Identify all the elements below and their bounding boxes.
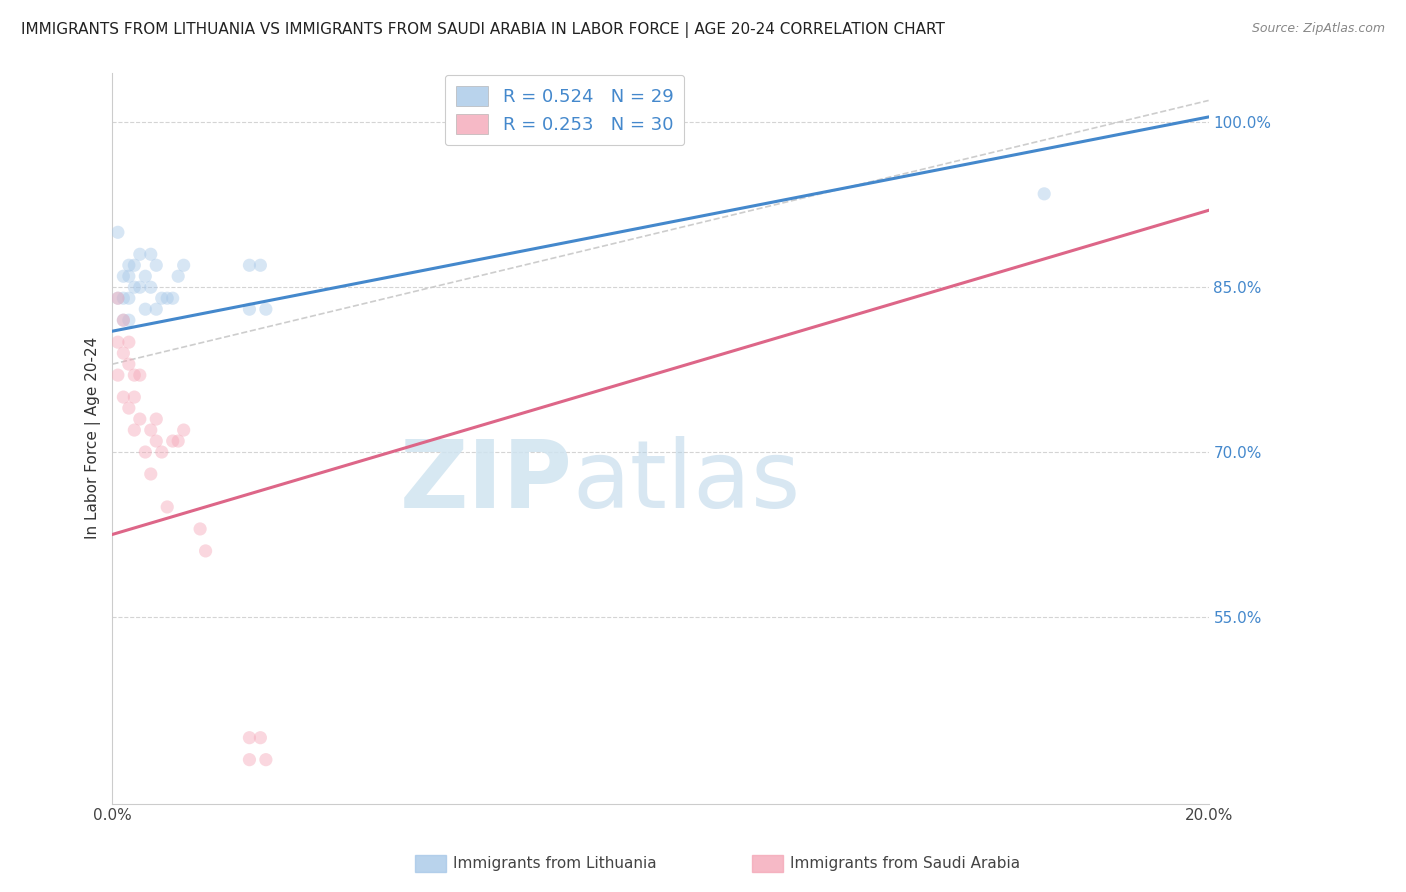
Point xyxy=(162,291,184,305)
Point xyxy=(162,434,184,448)
Point xyxy=(188,522,211,536)
Point xyxy=(118,357,141,371)
Point xyxy=(128,368,150,383)
Point xyxy=(107,291,129,305)
Text: Source: ZipAtlas.com: Source: ZipAtlas.com xyxy=(1251,22,1385,36)
Point xyxy=(254,753,277,767)
Point xyxy=(134,445,156,459)
Point xyxy=(112,346,135,360)
Point xyxy=(238,258,260,272)
Point xyxy=(145,302,167,317)
Text: ZIP: ZIP xyxy=(399,436,572,528)
Text: IMMIGRANTS FROM LITHUANIA VS IMMIGRANTS FROM SAUDI ARABIA IN LABOR FORCE | AGE 2: IMMIGRANTS FROM LITHUANIA VS IMMIGRANTS … xyxy=(21,22,945,38)
Point xyxy=(139,247,162,261)
Point xyxy=(124,368,146,383)
Point xyxy=(118,313,141,327)
Legend: R = 0.524   N = 29, R = 0.253   N = 30: R = 0.524 N = 29, R = 0.253 N = 30 xyxy=(444,75,685,145)
Point xyxy=(134,302,156,317)
Point xyxy=(112,390,135,404)
Point xyxy=(134,269,156,284)
Point xyxy=(118,401,141,415)
Point xyxy=(139,423,162,437)
Point xyxy=(150,291,173,305)
Point xyxy=(249,258,271,272)
Point xyxy=(254,302,277,317)
Point xyxy=(156,500,179,514)
Point xyxy=(145,412,167,426)
Y-axis label: In Labor Force | Age 20-24: In Labor Force | Age 20-24 xyxy=(86,337,101,540)
Point xyxy=(112,313,135,327)
Point xyxy=(107,225,129,239)
Point xyxy=(124,390,146,404)
Text: Immigrants from Saudi Arabia: Immigrants from Saudi Arabia xyxy=(790,856,1021,871)
Point xyxy=(112,291,135,305)
Point xyxy=(238,753,260,767)
Point xyxy=(128,280,150,294)
Point xyxy=(124,280,146,294)
Point xyxy=(112,313,135,327)
Point xyxy=(107,291,129,305)
Point xyxy=(107,368,129,383)
Point xyxy=(139,467,162,481)
Point xyxy=(238,302,260,317)
Point xyxy=(124,423,146,437)
Point xyxy=(124,258,146,272)
Point xyxy=(194,544,217,558)
Point xyxy=(118,291,141,305)
Point xyxy=(173,258,195,272)
Point xyxy=(173,423,195,437)
Point xyxy=(139,280,162,294)
Point xyxy=(118,258,141,272)
Point xyxy=(145,434,167,448)
Point xyxy=(118,269,141,284)
Text: Immigrants from Lithuania: Immigrants from Lithuania xyxy=(453,856,657,871)
Point xyxy=(1033,186,1056,201)
Point xyxy=(145,258,167,272)
Point xyxy=(150,445,173,459)
Point xyxy=(167,434,190,448)
Point xyxy=(118,335,141,350)
Point xyxy=(238,731,260,745)
Text: atlas: atlas xyxy=(572,436,801,528)
Point xyxy=(249,731,271,745)
Point xyxy=(156,291,179,305)
Point xyxy=(167,269,190,284)
Point xyxy=(128,247,150,261)
Point xyxy=(107,335,129,350)
Point xyxy=(112,269,135,284)
Point xyxy=(128,412,150,426)
